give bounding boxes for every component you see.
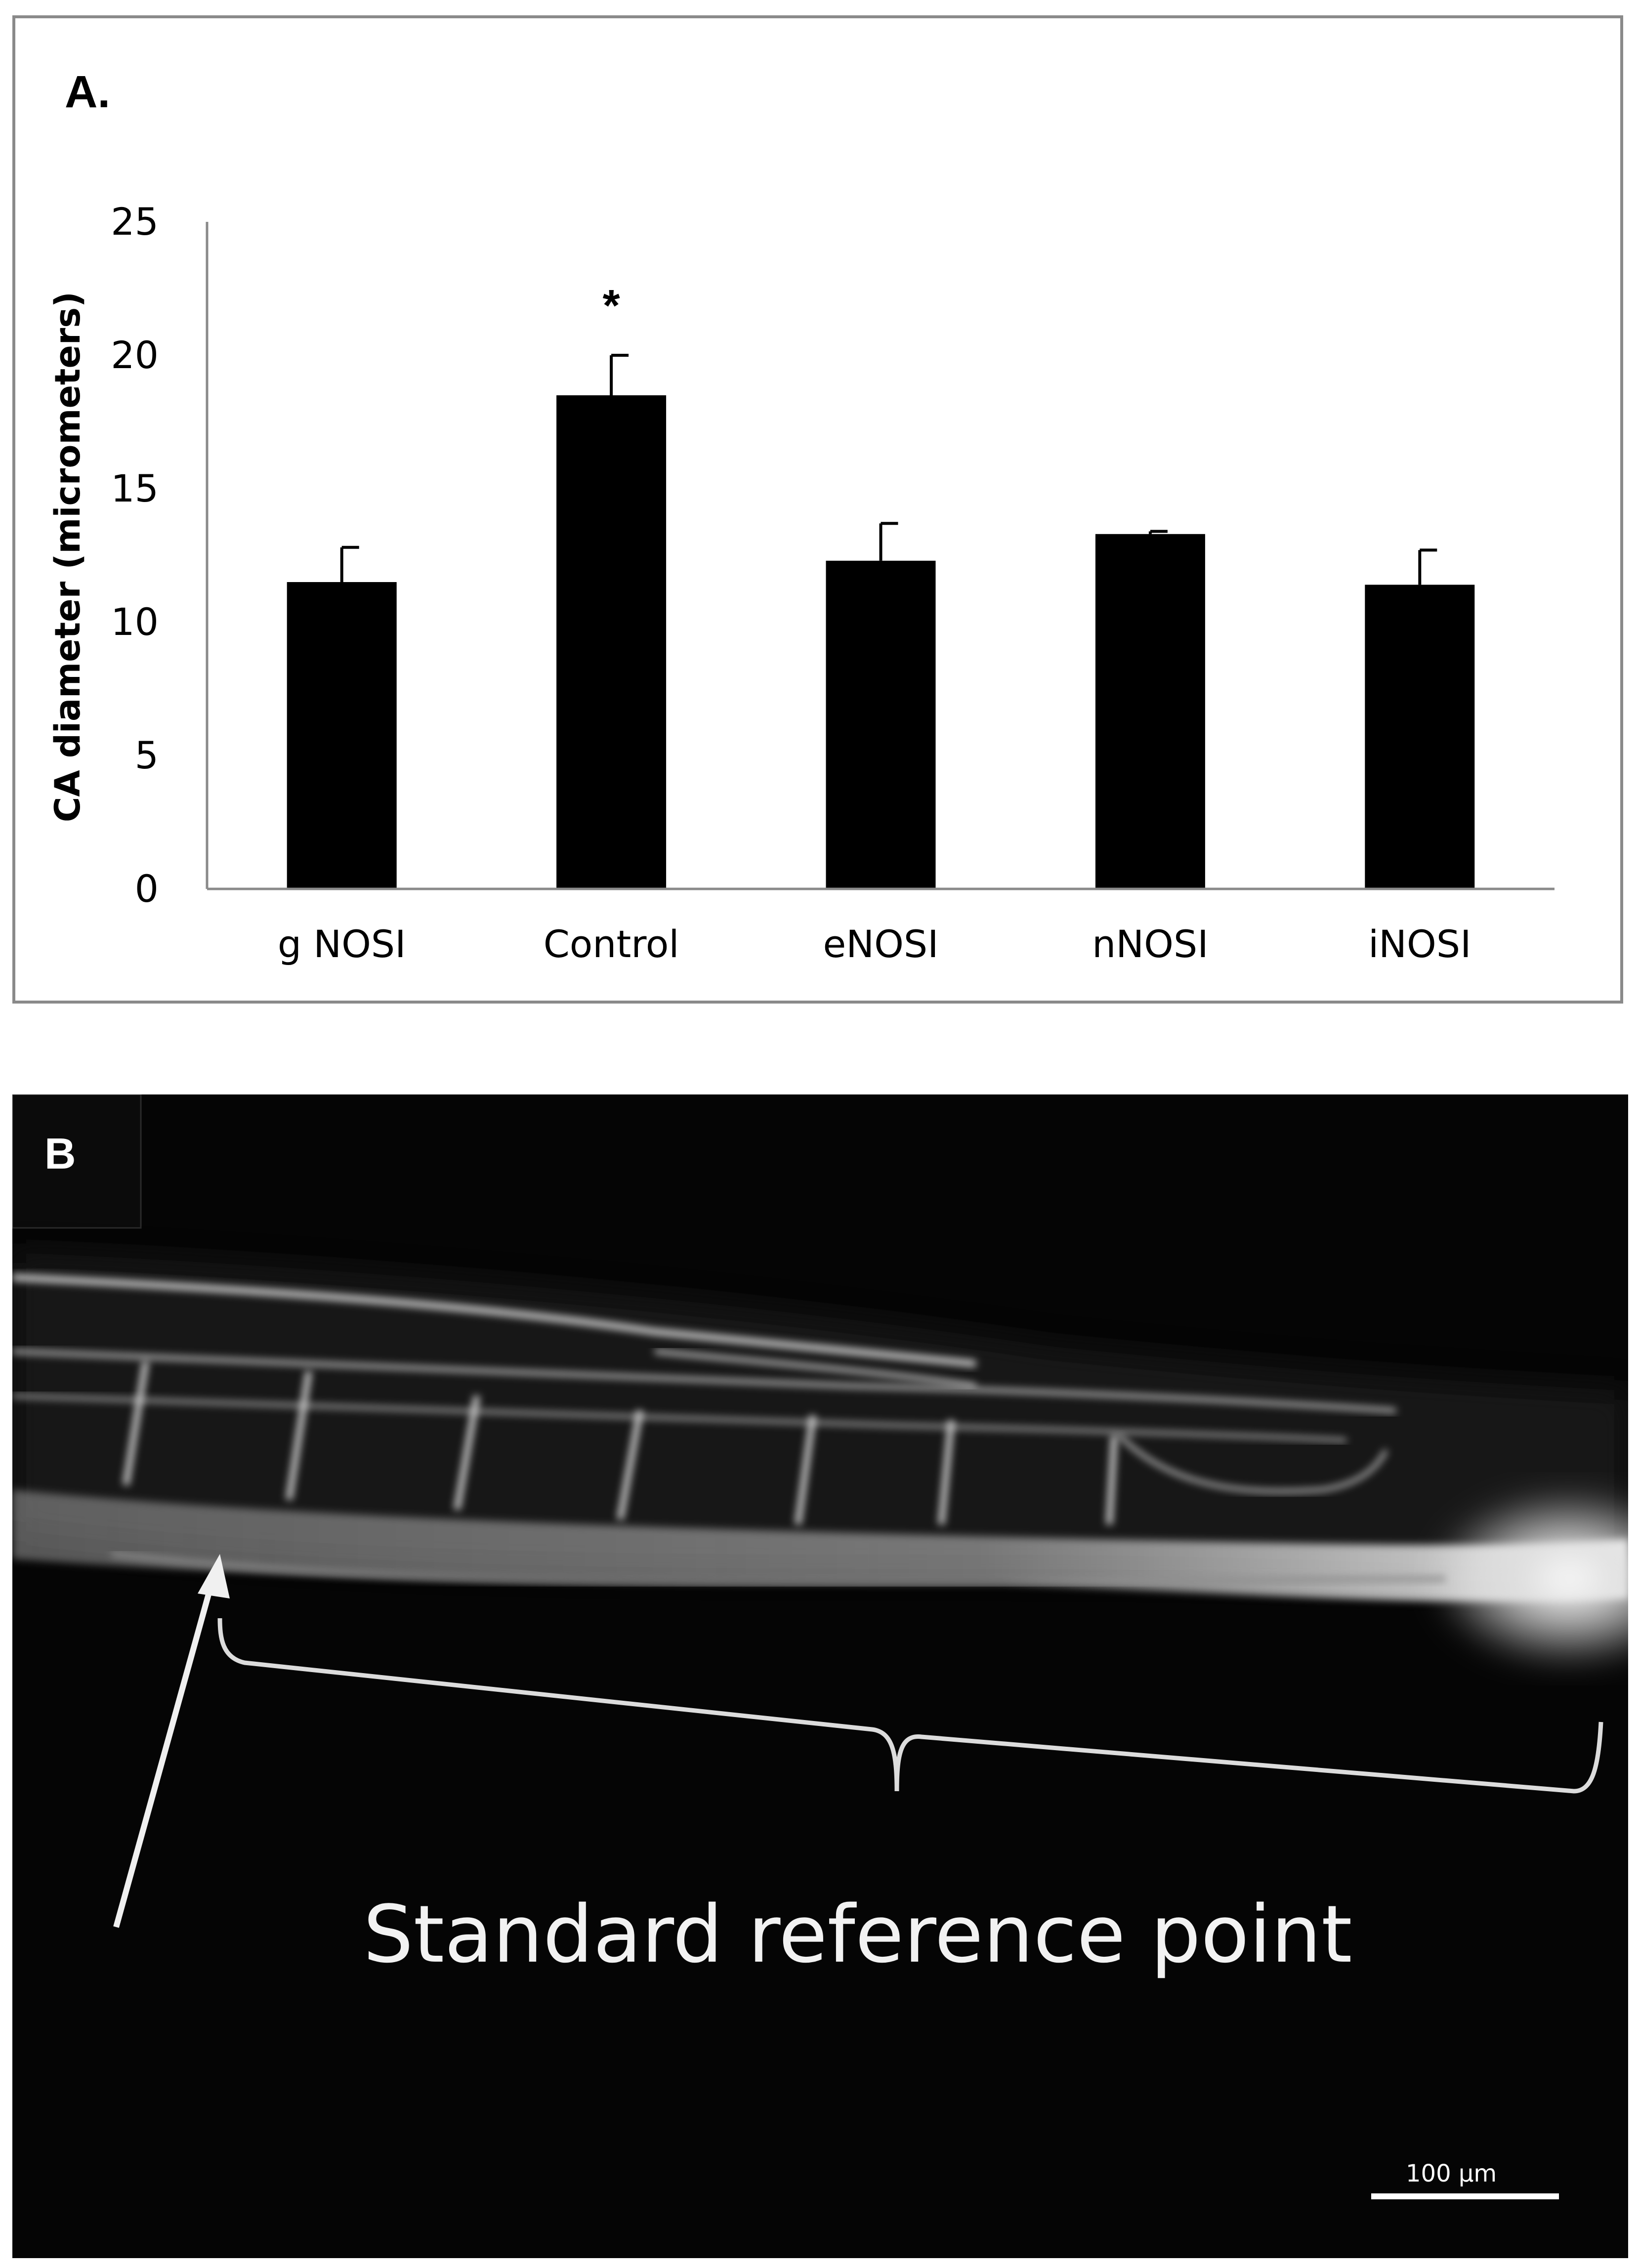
y-tick-label: 15 <box>111 466 159 510</box>
panel-b-micrograph: B <box>12 1094 1628 2258</box>
y-tick-label: 10 <box>111 600 159 644</box>
panel-a-label: A. <box>65 67 110 117</box>
y-axis-label: CA diameter (micrometers) <box>47 292 88 822</box>
category-label: nNOSI <box>1092 922 1209 966</box>
bar <box>1095 534 1205 889</box>
y-tick-label: 0 <box>135 867 159 911</box>
y-ticks: 0 5 10 15 20 25 <box>111 200 159 911</box>
y-tick-label: 20 <box>111 333 159 377</box>
brace-icon <box>217 1618 1603 1794</box>
annotation-text: Standard reference point <box>363 1888 1352 1980</box>
category-labels: g NOSI Control eNOSI nNOSI iNOSI <box>278 922 1471 966</box>
bar <box>556 395 667 889</box>
category-label: eNOSI <box>823 922 938 966</box>
scale-bar-label: 100 µm <box>1406 2160 1497 2187</box>
significance-mark: * <box>603 281 620 331</box>
y-tick-label: 5 <box>135 733 159 777</box>
category-label: iNOSI <box>1368 922 1471 966</box>
bar-chart: A. CA diameter (micrometers) 0510152025 … <box>47 67 1555 966</box>
bar <box>287 582 397 889</box>
bar <box>1365 585 1475 889</box>
bar <box>826 560 936 889</box>
arrow-icon <box>113 1554 230 1928</box>
significance-marks: * <box>603 281 620 331</box>
panel-b-label: B <box>44 1129 76 1178</box>
y-tick-label: 25 <box>111 200 159 244</box>
category-label: Control <box>544 922 679 966</box>
fluorescence-image: B <box>12 1094 1628 2199</box>
panel-a-chart: A. CA diameter (micrometers) 0 5 10 15 20 25 … <box>12 15 1623 1004</box>
bars <box>287 395 1475 889</box>
category-label: g NOSI <box>278 922 406 966</box>
embryo-trunk <box>12 1253 1628 1668</box>
panel-b-label-box <box>12 1094 142 1229</box>
error-bars <box>340 354 1437 585</box>
